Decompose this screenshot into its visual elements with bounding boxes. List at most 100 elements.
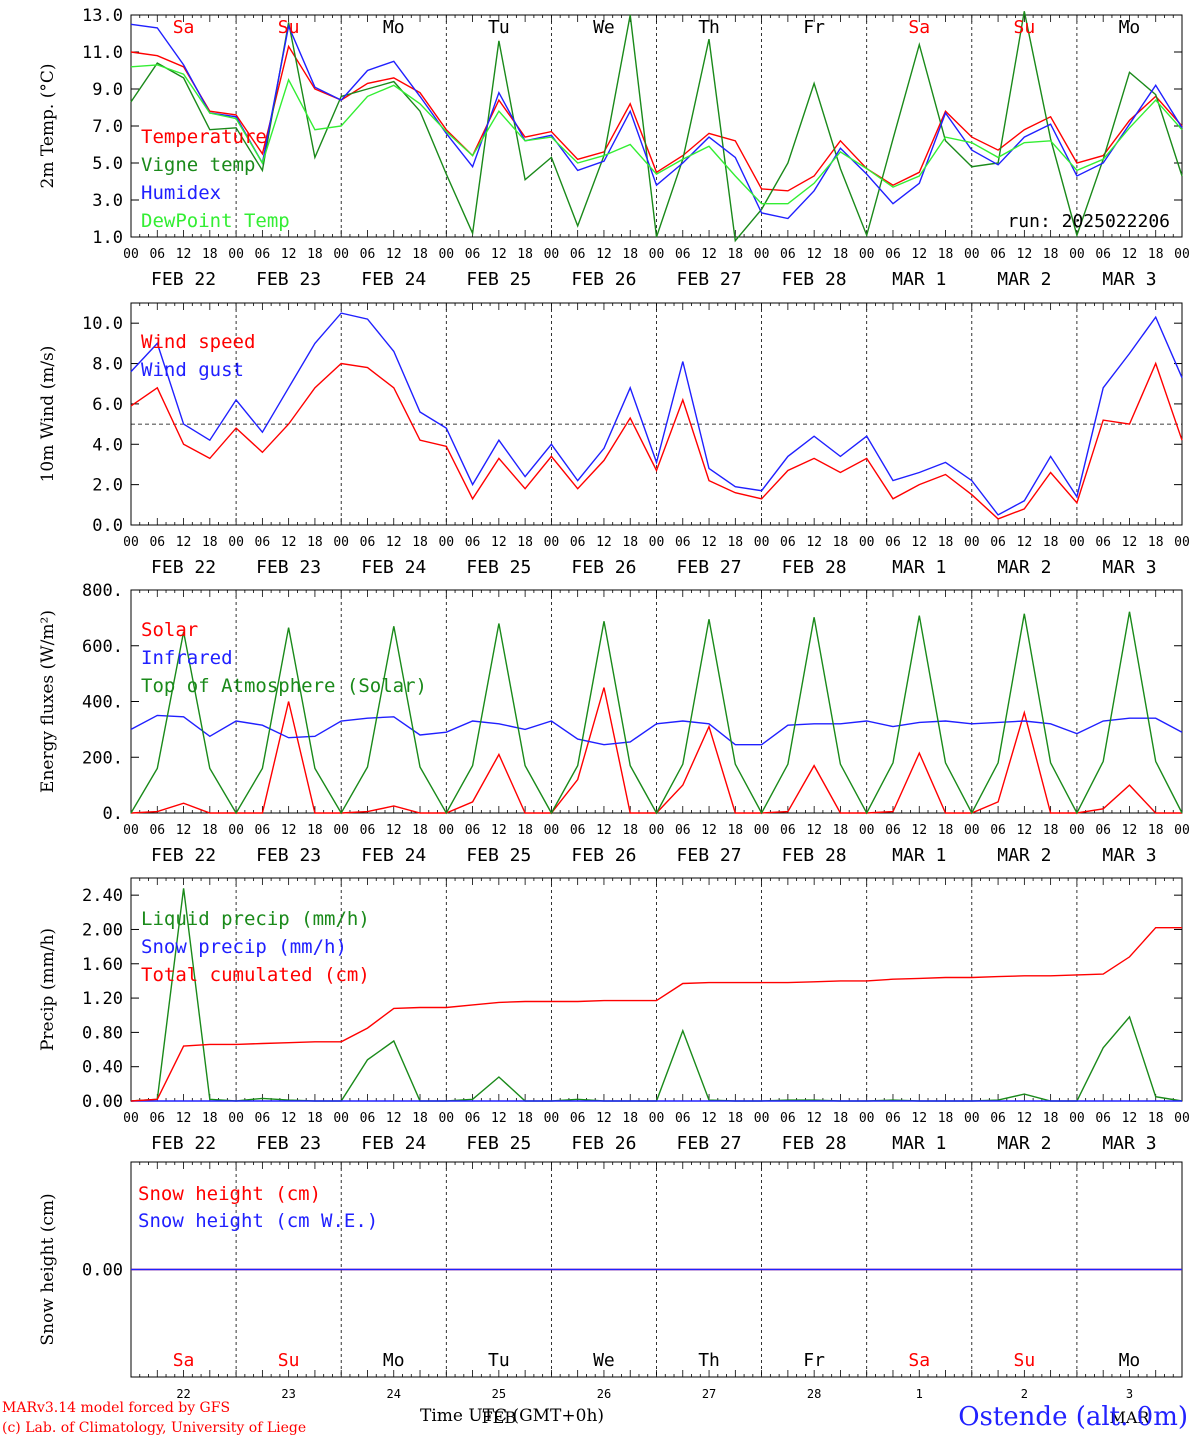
hour-label: 18: [622, 1111, 638, 1126]
hour-label: 06: [990, 535, 1006, 550]
day-name: Fr: [803, 17, 825, 38]
date-label: FEB 26: [571, 1133, 636, 1154]
hour-label: 18: [1043, 247, 1059, 262]
hour-label: 06: [465, 535, 481, 550]
date-label: FEB 22: [151, 269, 216, 290]
day-number: 22: [176, 1387, 190, 1401]
hour-label: 06: [255, 247, 271, 262]
date-label: FEB 28: [782, 269, 847, 290]
hour-label: 06: [255, 823, 271, 838]
date-label: FEB 26: [571, 557, 636, 578]
hour-label: 18: [1043, 823, 1059, 838]
hour-label: 12: [596, 823, 612, 838]
hour-label: 18: [412, 1111, 428, 1126]
hour-label: 00: [964, 1111, 980, 1126]
hour-label: 06: [885, 247, 901, 262]
y-tick-label: 0.0: [92, 516, 123, 536]
date-label: FEB 28: [782, 1133, 847, 1154]
hour-label: 06: [1095, 823, 1111, 838]
legend-entry: Vigne temp: [141, 154, 255, 176]
hour-label: 18: [307, 535, 323, 550]
hour-label: 00: [964, 247, 980, 262]
day-number: 3: [1126, 1387, 1133, 1401]
hour-label: 12: [491, 535, 507, 550]
hour-label: 18: [833, 1111, 849, 1126]
hour-label: 12: [176, 1111, 192, 1126]
series-line: [130, 714, 1183, 746]
day-name: We: [593, 17, 615, 38]
hour-label: 12: [1122, 1111, 1138, 1126]
hour-label: 00: [754, 1111, 770, 1126]
hour-label: 00: [1174, 535, 1190, 550]
day-name: Sa: [908, 17, 930, 38]
x-axis-label: Time UTC (GMT+0h): [420, 1406, 605, 1426]
hour-label: 18: [517, 823, 533, 838]
hour-label: 00: [123, 1111, 139, 1126]
hour-label: 06: [780, 535, 796, 550]
hour-label: 00: [649, 823, 665, 838]
hour-label: 18: [1043, 1111, 1059, 1126]
hour-label: 06: [1095, 535, 1111, 550]
run-label: run: 2025022206: [1007, 211, 1170, 232]
hour-label: 00: [438, 247, 454, 262]
date-label: MAR 3: [1102, 269, 1156, 290]
hour-label: 06: [885, 1111, 901, 1126]
hour-label: 06: [885, 535, 901, 550]
y-tick-label: 10.0: [82, 314, 123, 334]
hour-label: 18: [307, 247, 323, 262]
hour-label: 12: [911, 1111, 927, 1126]
y-axis-label: Snow height (cm): [38, 1193, 58, 1345]
hour-label: 00: [754, 247, 770, 262]
y-axis-label: Precip (mm/h): [38, 928, 58, 1051]
y-tick-label: 800.: [82, 581, 123, 601]
y-tick-label: 200.: [82, 748, 123, 768]
hour-label: 06: [149, 1111, 165, 1126]
legend-entry: Liquid precip (mm/h): [141, 908, 370, 930]
y-tick-label: 600.: [82, 637, 123, 657]
hour-label: 18: [202, 1111, 218, 1126]
y-axis-label: 10m Wind (m/s): [38, 346, 58, 483]
y-tick-label: 9.0: [92, 80, 123, 100]
hour-label: 12: [1122, 535, 1138, 550]
hour-label: 00: [859, 247, 875, 262]
hour-label: 06: [360, 535, 376, 550]
y-tick-label: 0.00: [82, 1092, 123, 1112]
hour-label: 12: [386, 1111, 402, 1126]
hour-label: 18: [202, 247, 218, 262]
day-name: Fr: [803, 1350, 825, 1371]
y-tick-label: 11.0: [82, 43, 123, 63]
hour-label: 12: [596, 247, 612, 262]
day-name: Su: [1014, 17, 1036, 38]
hour-label: 00: [859, 535, 875, 550]
y-tick-label: 0.00: [82, 1261, 123, 1281]
date-label: FEB 27: [677, 269, 742, 290]
hour-label: 06: [675, 823, 691, 838]
credit-line-1: MARv3.14 model forced by GFS: [2, 1400, 231, 1416]
legend-entry: Humidex: [141, 182, 221, 204]
day-name: We: [593, 1350, 615, 1371]
legend-entry: Wind speed: [141, 331, 255, 353]
hour-label: 00: [123, 247, 139, 262]
hour-label: 00: [333, 535, 349, 550]
hour-label: 12: [176, 247, 192, 262]
hour-label: 00: [859, 1111, 875, 1126]
y-tick-label: 0.80: [82, 1023, 123, 1043]
hour-label: 18: [1043, 535, 1059, 550]
hour-label: 18: [1148, 1111, 1164, 1126]
series-line: [130, 23, 1183, 220]
legend-entry: Snow height (cm): [138, 1183, 321, 1205]
date-label: FEB 23: [256, 269, 321, 290]
hour-label: 00: [438, 1111, 454, 1126]
date-label: FEB 24: [361, 845, 426, 866]
date-label: FEB 23: [256, 557, 321, 578]
hour-label: 00: [754, 535, 770, 550]
hour-label: 18: [622, 247, 638, 262]
hour-label: 06: [885, 823, 901, 838]
y-axis-label: 2m Temp. (°C): [38, 63, 58, 188]
hour-label: 12: [701, 247, 717, 262]
hour-label: 06: [255, 1111, 271, 1126]
month-axis-label: MAR: [1109, 1408, 1150, 1427]
hour-label: 12: [1122, 247, 1138, 262]
hour-label: 12: [596, 535, 612, 550]
hour-label: 00: [544, 535, 560, 550]
